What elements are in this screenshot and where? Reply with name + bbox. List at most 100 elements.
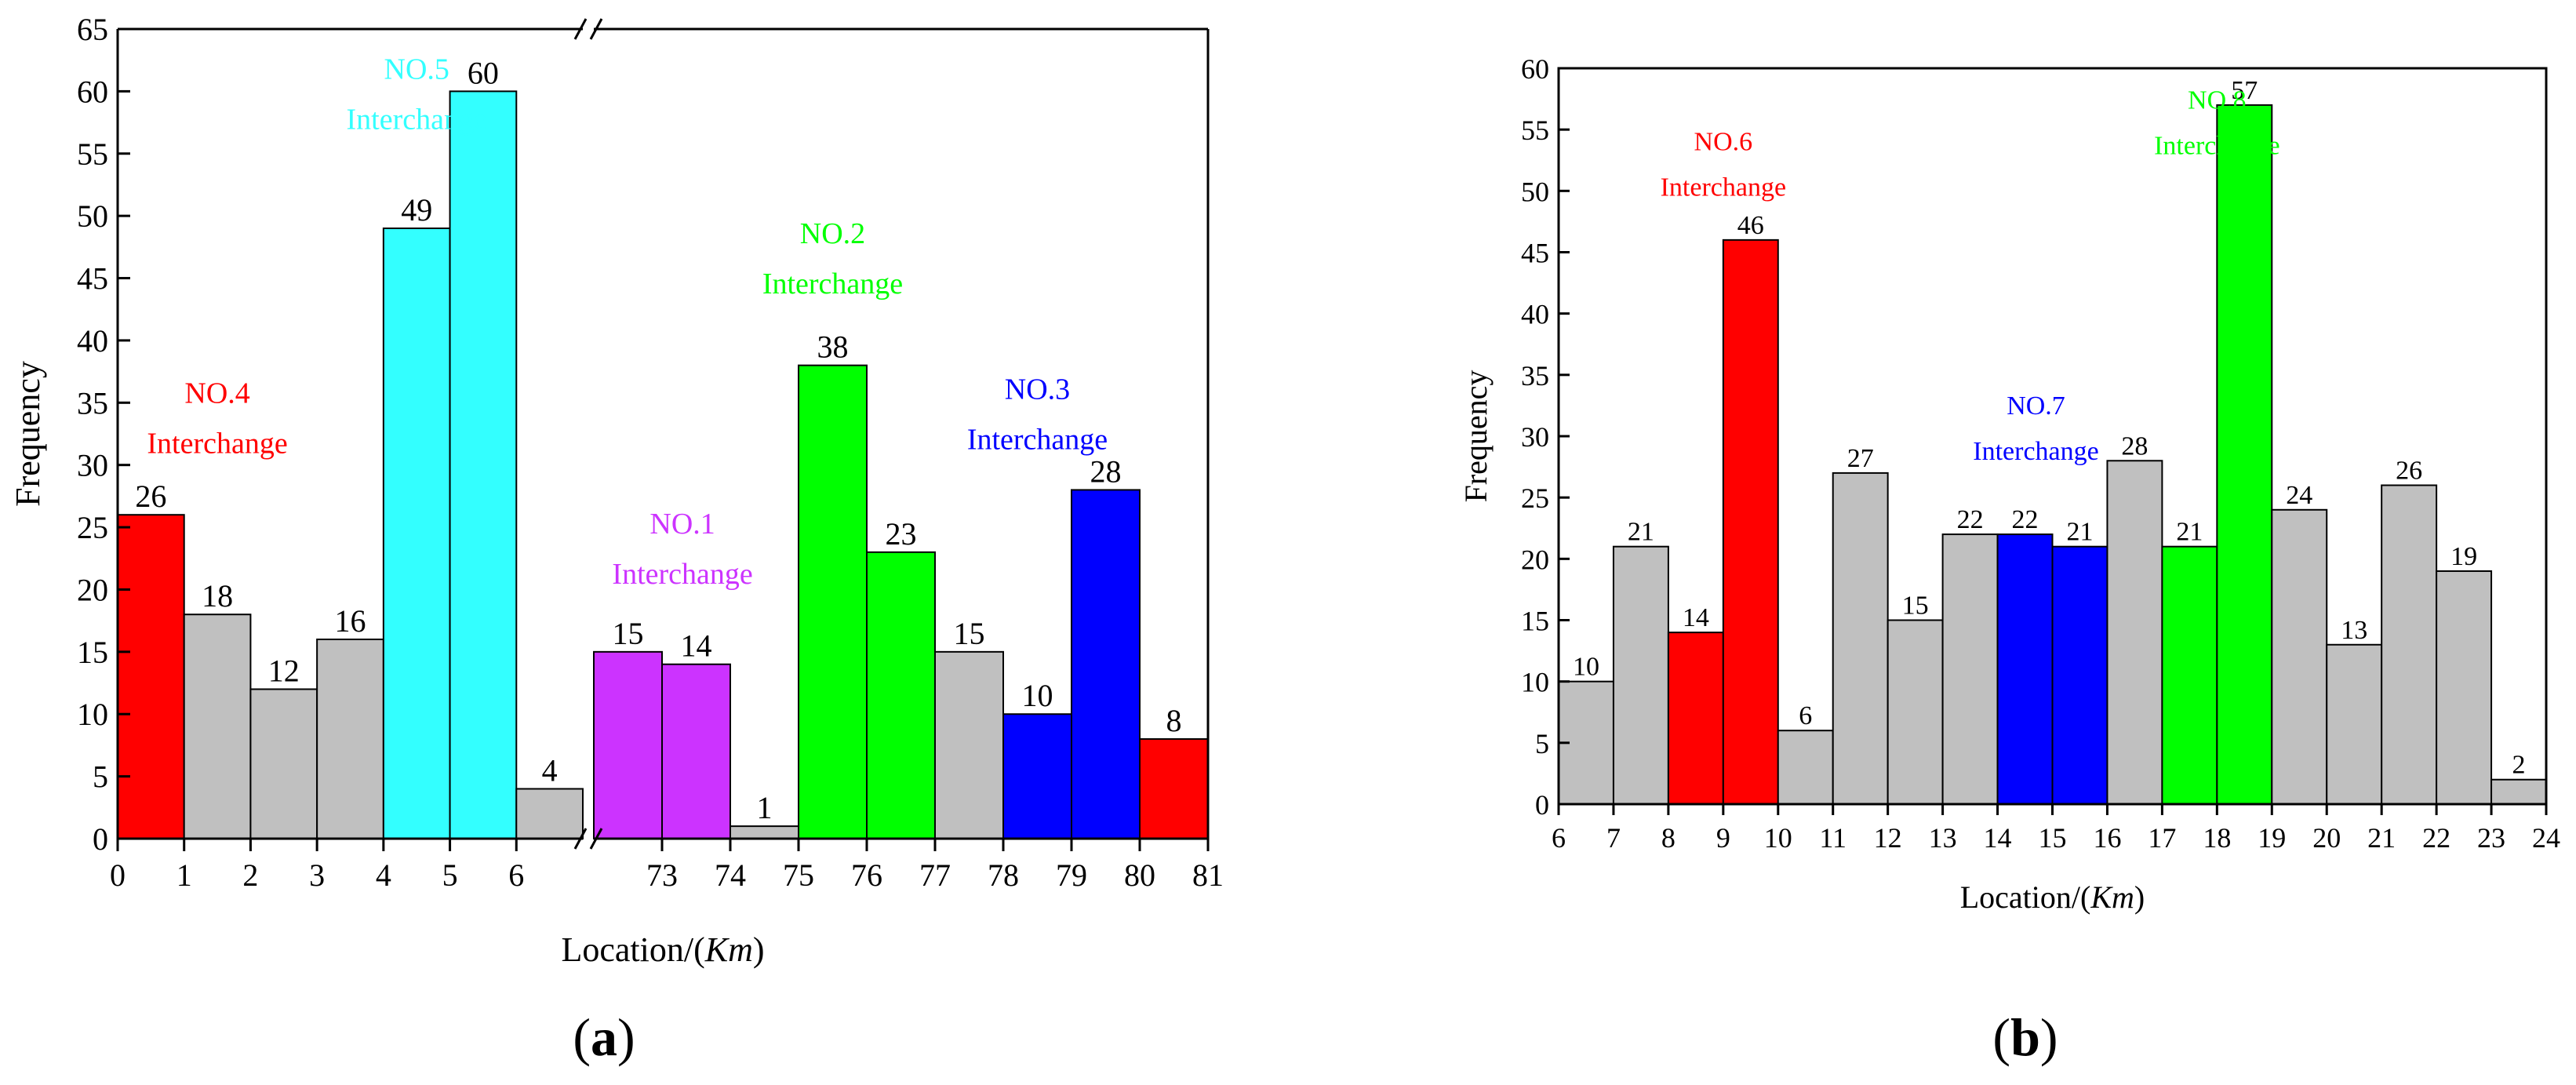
y-tick-label: 55 [77,137,108,172]
bar-10-11 [1777,730,1834,806]
interchange-annotation-label: Interchange [347,104,487,137]
interchange-annotation-number: NO.1 [649,508,715,541]
bar-value-label: 49 [401,192,432,228]
bar-value-label: 14 [1683,603,1709,632]
interchange-annotation-number: NO.6 [1694,128,1753,157]
x-tick-label: 10 [1764,822,1792,854]
bar-14-15 [1996,533,2054,805]
x-axis-label: Location/(Km) [561,930,764,969]
x-tick-label: 1 [176,857,192,893]
y-tick-label: 45 [77,261,108,297]
x-tick-label: 20 [2312,822,2341,854]
y-tick-label: 55 [1521,115,1549,146]
x-tick-label: 0 [110,857,126,893]
bar-value-label: 14 [681,628,712,664]
interchange-annotation-number: NO.3 [1005,373,1070,406]
y-axis-label: Frequency [1458,370,1494,503]
x-tick-label: 6 [1552,822,1566,854]
bar-value-label: 23 [886,516,917,552]
x-tick-label: 9 [1716,822,1730,854]
x-tick-label: 6 [508,857,524,893]
panel-label-a: (a) [573,1007,635,1067]
y-tick-label: 40 [77,323,108,359]
bar-value-label: 15 [613,616,644,651]
interchange-annotation-label: Interchange [762,268,903,300]
interchange-annotation-number: NO.7 [2007,391,2065,421]
axis-break-mark [573,828,588,850]
x-tick-label: 78 [988,857,1019,893]
x-tick-label: 73 [646,857,678,893]
x-tick-label: 22 [2422,822,2450,854]
bar-value-label: 28 [2121,431,2148,461]
x-tick-label: 8 [1661,822,1675,854]
x-tick-label: 5 [442,857,458,893]
x-tick-label: 23 [2477,822,2505,854]
bar-value-label: 21 [2066,518,2093,547]
bar-23-24 [2490,778,2548,806]
bar-value-label: 46 [1737,211,1764,240]
interchange-annotation-label: Interchange [2154,132,2279,161]
x-tick-label: 2 [242,857,258,893]
bar-11-12 [1832,472,1889,806]
bar-value-label: 21 [2176,518,2203,547]
x-tick-label: 77 [919,857,951,893]
y-tick-label: 50 [77,198,108,234]
bar-2-3 [249,688,318,839]
bar-value-label: 10 [1573,653,1599,682]
y-tick-label: 30 [77,448,108,483]
panel-label-b-letter: b [2010,1007,2040,1067]
bar-19-20 [2271,508,2328,805]
y-tick-label: 25 [1521,482,1549,514]
y-tick-label: 60 [77,74,108,109]
bar-value-label: 13 [2341,616,2367,645]
bar-value-label: 24 [2286,481,2312,510]
y-tick-label: 10 [1521,667,1549,698]
x-tick-label: 13 [1929,822,1957,854]
x-tick-label: 81 [1192,857,1224,893]
y-tick-label: 20 [77,572,108,607]
bar-5-6 [449,90,518,839]
x-tick-label: 21 [2367,822,2396,854]
x-tick-label: 75 [783,857,814,893]
y-tick-label: 10 [77,697,108,732]
bar-value-label: 12 [268,653,300,688]
y-tick-label: 25 [77,510,108,545]
bar-4-5 [382,228,451,839]
bar-16-17 [2106,460,2163,805]
bar-value-label: 22 [2012,505,2039,534]
x-tick-label: 15 [2039,822,2067,854]
bar-21-22 [2381,484,2438,805]
bar-3-4 [316,638,384,839]
bar-1-2 [183,613,252,839]
bar-75-76 [798,364,868,839]
panel-label-a-letter: a [591,1007,617,1067]
x-tick-label: 19 [2258,822,2286,854]
x-tick-label: 24 [2532,822,2560,854]
y-tick-label: 20 [1521,544,1549,575]
bar-value-label: 2 [2512,751,2526,780]
interchange-annotation-number: NO.4 [184,377,249,410]
y-axis-label: Frequency [9,361,47,507]
x-axis-label: Location/(Km) [1960,879,2145,915]
x-tick-label: 12 [1874,822,1902,854]
bar-15-16 [2051,545,2108,805]
y-tick-label: 5 [93,759,108,795]
y-tick-label: 15 [77,635,108,670]
y-tick-label: 30 [1521,421,1549,453]
axis-break-mark [573,18,588,40]
bar-value-label: 57 [2231,76,2258,105]
bar-value-label: 28 [1090,453,1122,489]
y-tick-label: 5 [1535,728,1549,759]
x-tick-label: 80 [1124,857,1155,893]
bar-79-80 [1071,489,1141,839]
bar-20-21 [2326,643,2383,805]
y-tick-label: 35 [1521,360,1549,391]
bar-76-77 [866,551,936,839]
bar-value-label: 19 [2450,542,2477,571]
x-tick-label: 74 [715,857,746,893]
bar-6-7 [515,788,584,839]
bar-value-label: 1 [757,790,773,825]
